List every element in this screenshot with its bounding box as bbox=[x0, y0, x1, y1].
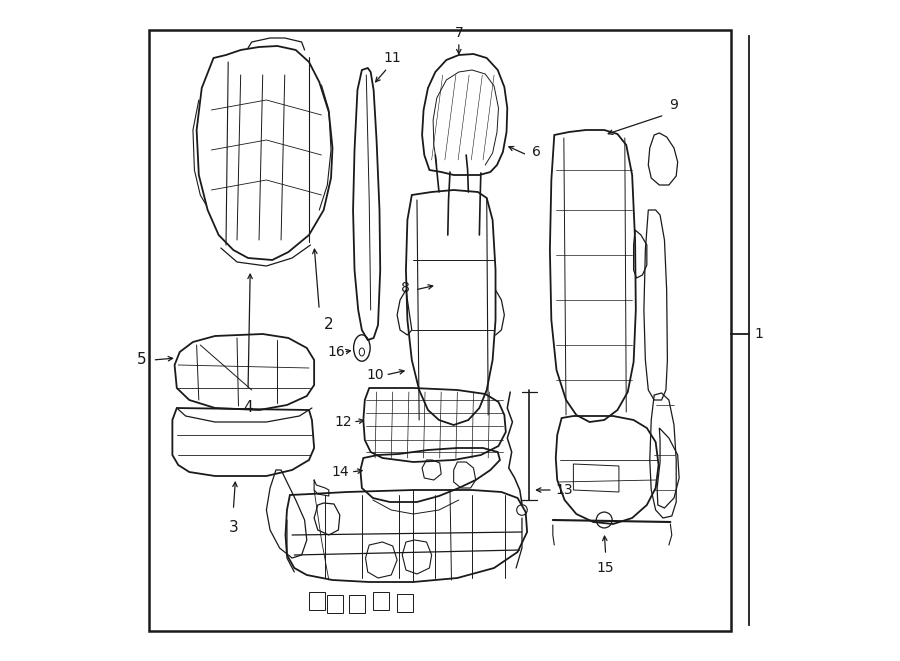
Text: 10: 10 bbox=[366, 368, 384, 382]
Text: 3: 3 bbox=[229, 520, 238, 535]
Text: 11: 11 bbox=[383, 51, 401, 65]
Text: 14: 14 bbox=[331, 465, 348, 479]
Text: 15: 15 bbox=[597, 561, 615, 575]
Text: 8: 8 bbox=[401, 281, 410, 295]
Text: 13: 13 bbox=[555, 483, 572, 497]
Text: 12: 12 bbox=[334, 415, 352, 429]
Text: 16: 16 bbox=[328, 345, 345, 359]
Text: 9: 9 bbox=[669, 98, 678, 112]
Text: 7: 7 bbox=[454, 26, 464, 40]
Text: 2: 2 bbox=[324, 317, 334, 332]
Bar bbox=[149, 30, 731, 631]
Text: 4: 4 bbox=[243, 401, 253, 416]
Text: 5: 5 bbox=[137, 352, 147, 368]
Text: 1: 1 bbox=[755, 327, 764, 341]
Text: 6: 6 bbox=[532, 145, 541, 159]
